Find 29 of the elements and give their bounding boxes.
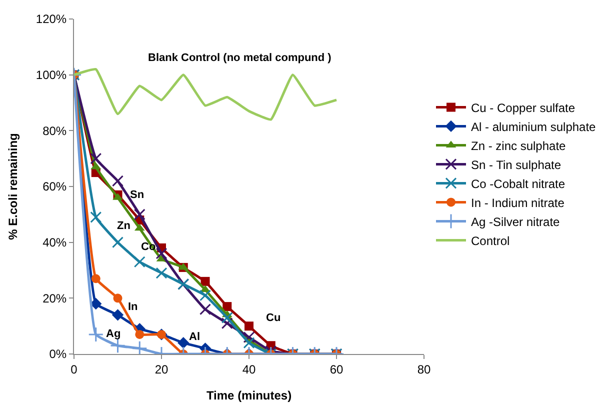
x-tick-label: 60	[330, 362, 344, 376]
annotation: Zn	[117, 220, 131, 232]
y-axis-title: % E.coli remaining	[6, 133, 20, 240]
x-tick-label: 80	[417, 362, 431, 376]
x-tick-label: 40	[242, 362, 256, 376]
legend-label: Sn - Tin sulphate	[471, 158, 562, 172]
annotation: Sn	[130, 189, 144, 201]
y-tick-label: 20%	[42, 291, 67, 306]
y-tick-label: 60%	[42, 180, 67, 194]
legend-label: Control	[471, 234, 510, 248]
legend-label: Co -Cobalt nitrate	[471, 176, 566, 191]
annotation: Cu	[266, 312, 281, 324]
legend-label: In - Indium nitrate	[471, 196, 565, 210]
annotation: Ag	[106, 328, 121, 340]
y-tick-label: 0%	[49, 347, 67, 362]
y-tick-label: 80%	[42, 124, 67, 138]
x-tick-label: 20	[154, 362, 168, 376]
x-tick-label: 0	[70, 362, 78, 376]
legend-label: Cu - Copper sulfate	[471, 100, 576, 115]
legend-label: Ag -Silver nitrate	[471, 214, 560, 229]
y-tick-label: 120%	[36, 12, 67, 26]
legend-label: Zn - zinc sulphate	[471, 138, 566, 153]
annotation: Blank Control (no metal compund )	[148, 52, 332, 64]
y-tick-label: 100%	[36, 68, 67, 82]
y-tick-label: 40%	[42, 236, 67, 250]
legend-label: Al - aluminium sulphate	[471, 120, 596, 134]
x-axis-title: Time (minutes)	[206, 388, 292, 402]
annotation: Al	[189, 331, 200, 343]
annotation: In	[128, 301, 138, 313]
